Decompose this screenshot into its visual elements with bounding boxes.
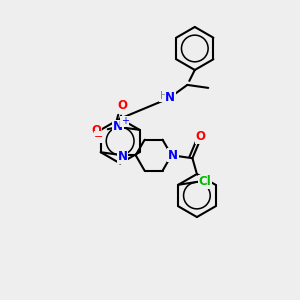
- Text: N: N: [165, 91, 175, 104]
- Text: H: H: [160, 91, 167, 101]
- Text: O: O: [196, 130, 206, 143]
- Text: +: +: [121, 116, 129, 127]
- Text: O: O: [91, 124, 101, 137]
- Text: O: O: [118, 99, 128, 112]
- Text: −: −: [94, 132, 104, 142]
- Text: N: N: [113, 120, 123, 134]
- Text: N: N: [168, 149, 178, 162]
- Text: Cl: Cl: [199, 175, 211, 188]
- Text: N: N: [118, 150, 128, 163]
